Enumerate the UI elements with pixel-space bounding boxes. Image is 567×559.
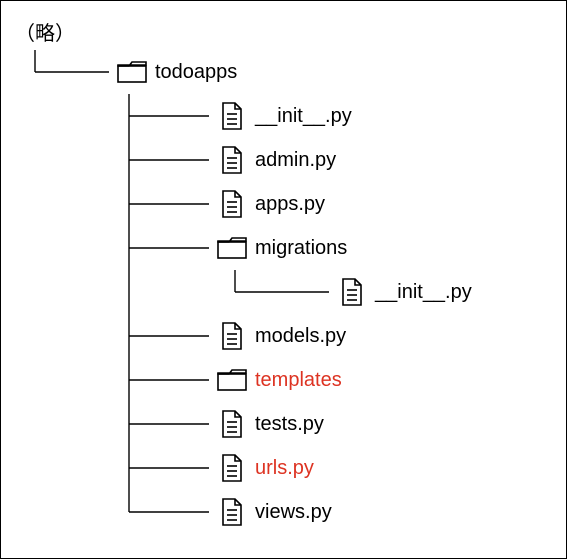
- tree-row: admin.py: [15, 138, 552, 182]
- tree-row: views.py: [15, 490, 552, 534]
- note-text: （略）: [15, 17, 552, 46]
- file-icon: [215, 490, 249, 534]
- tree-row: tests.py: [15, 402, 552, 446]
- folder-icon: [215, 358, 249, 402]
- tree-label: migrations: [255, 237, 347, 260]
- file-icon: [335, 270, 369, 314]
- tree-row: todoapps: [15, 50, 552, 94]
- file-tree: todoapps __init__.py admin.py apps.py: [15, 50, 552, 534]
- tree-row: templates: [15, 358, 552, 402]
- file-icon: [215, 94, 249, 138]
- tree-label: admin.py: [255, 149, 336, 172]
- tree-row: __init__.py: [15, 94, 552, 138]
- tree-row: migrations: [15, 226, 552, 270]
- tree-row: models.py: [15, 314, 552, 358]
- folder-icon: [215, 226, 249, 270]
- file-icon: [215, 182, 249, 226]
- tree-label: models.py: [255, 325, 346, 348]
- file-icon: [215, 138, 249, 182]
- tree-label: templates: [255, 369, 342, 392]
- folder-icon: [115, 50, 149, 94]
- file-icon: [215, 402, 249, 446]
- tree-label: views.py: [255, 501, 332, 524]
- tree-label: __init__.py: [375, 281, 472, 304]
- tree-label: tests.py: [255, 413, 324, 436]
- tree-row: __init__.py: [15, 270, 552, 314]
- tree-label: __init__.py: [255, 105, 352, 128]
- tree-row: urls.py: [15, 446, 552, 490]
- tree-label: urls.py: [255, 457, 314, 480]
- file-icon: [215, 314, 249, 358]
- tree-label: todoapps: [155, 61, 237, 84]
- diagram-frame: （略） todoapps __init__.py admin.py: [0, 0, 567, 559]
- tree-row: apps.py: [15, 182, 552, 226]
- tree-label: apps.py: [255, 193, 325, 216]
- file-icon: [215, 446, 249, 490]
